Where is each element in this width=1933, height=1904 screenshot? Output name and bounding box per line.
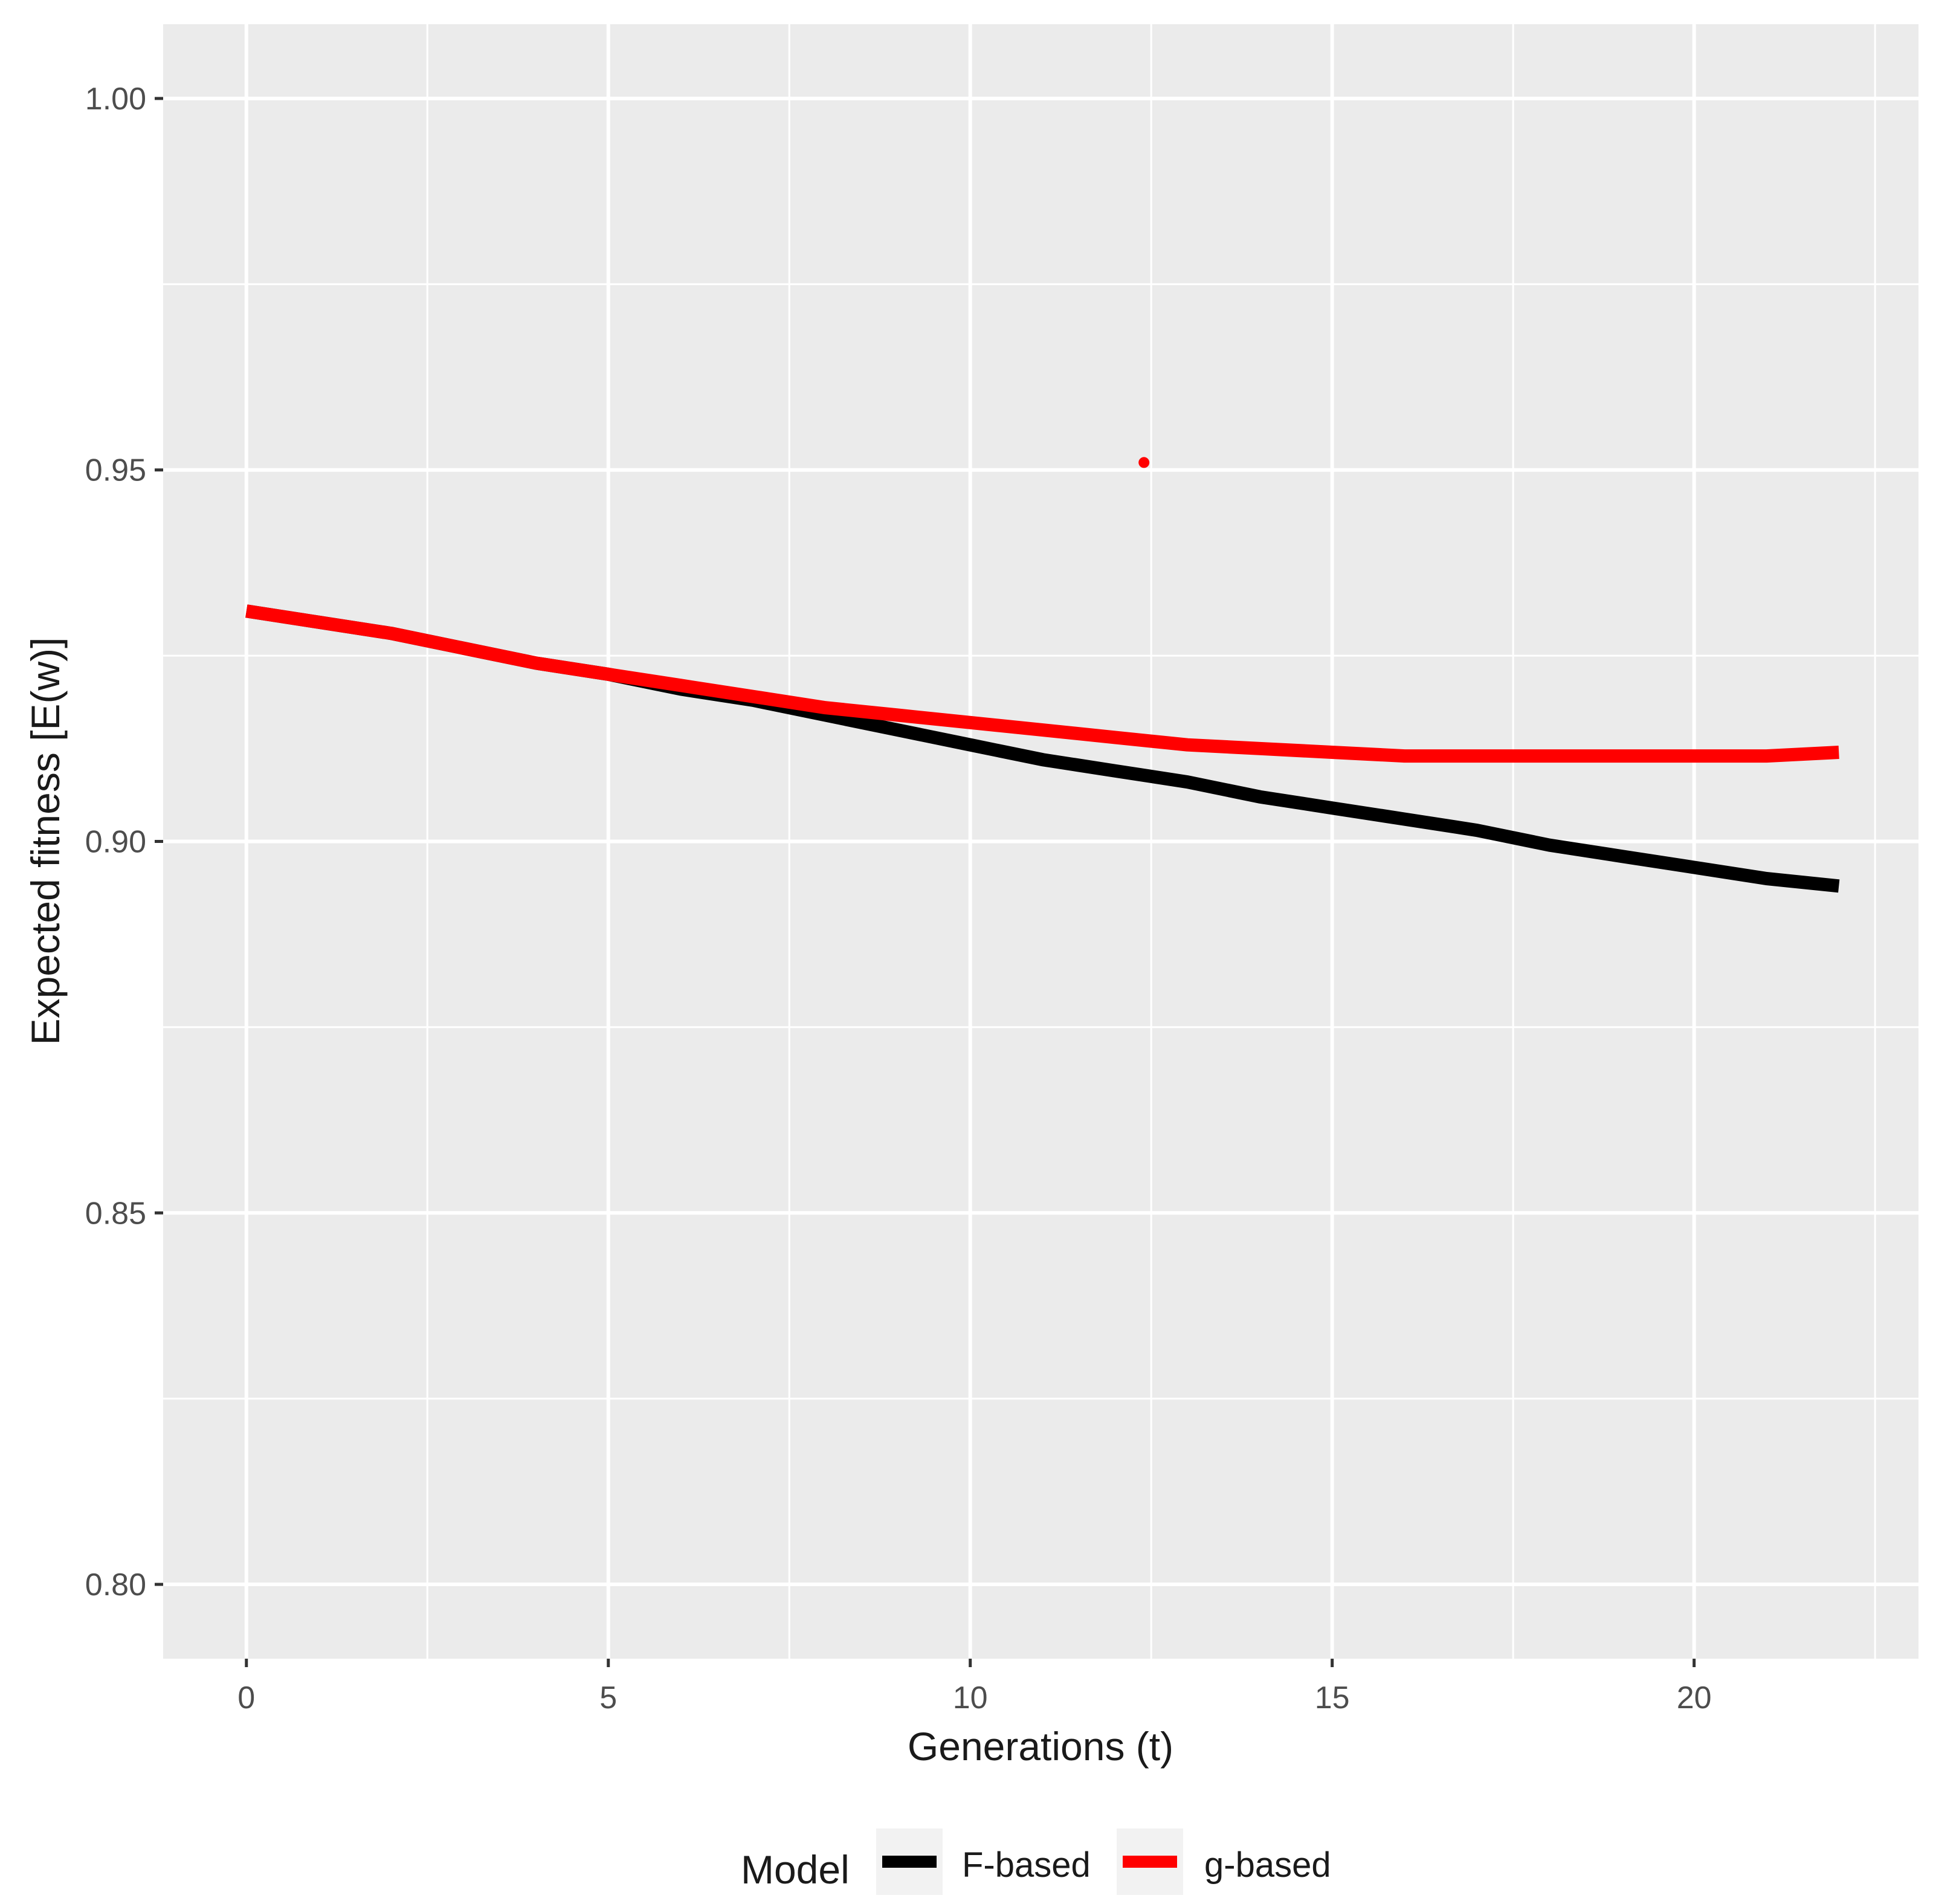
legend-title: Model — [741, 1847, 850, 1892]
x-tick-label: 20 — [1677, 1680, 1712, 1715]
y-axis-ticks: 0.80 0.85 0.90 0.95 1.00 — [85, 82, 163, 1602]
y-tick-label: 0.95 — [85, 453, 146, 488]
legend: Model F-based g-based — [741, 1828, 1331, 1895]
series-line-g-based — [245, 604, 1839, 763]
x-tick-label: 0 — [237, 1680, 255, 1715]
y-tick-label: 1.00 — [85, 82, 146, 117]
x-tick-label: 15 — [1315, 1680, 1350, 1715]
legend-label-g-based: g-based — [1204, 1845, 1331, 1885]
y-tick-label: 0.90 — [85, 825, 146, 860]
x-axis-ticks: 0 5 10 15 20 — [237, 1659, 1712, 1715]
series-lines — [245, 604, 1840, 893]
x-tick-label: 5 — [599, 1680, 617, 1715]
major-gridlines — [163, 24, 1918, 1659]
outlier-points — [1138, 457, 1150, 468]
y-tick-label: 0.85 — [85, 1196, 146, 1231]
legend-label-f-based: F-based — [962, 1845, 1091, 1885]
x-axis-title: Generations (t) — [908, 1724, 1173, 1769]
x-tick-label: 10 — [953, 1680, 988, 1715]
y-tick-label: 0.80 — [85, 1567, 146, 1602]
outlier-point — [1138, 457, 1150, 468]
y-axis-title: Expected fitness [E(w)] — [23, 637, 68, 1045]
